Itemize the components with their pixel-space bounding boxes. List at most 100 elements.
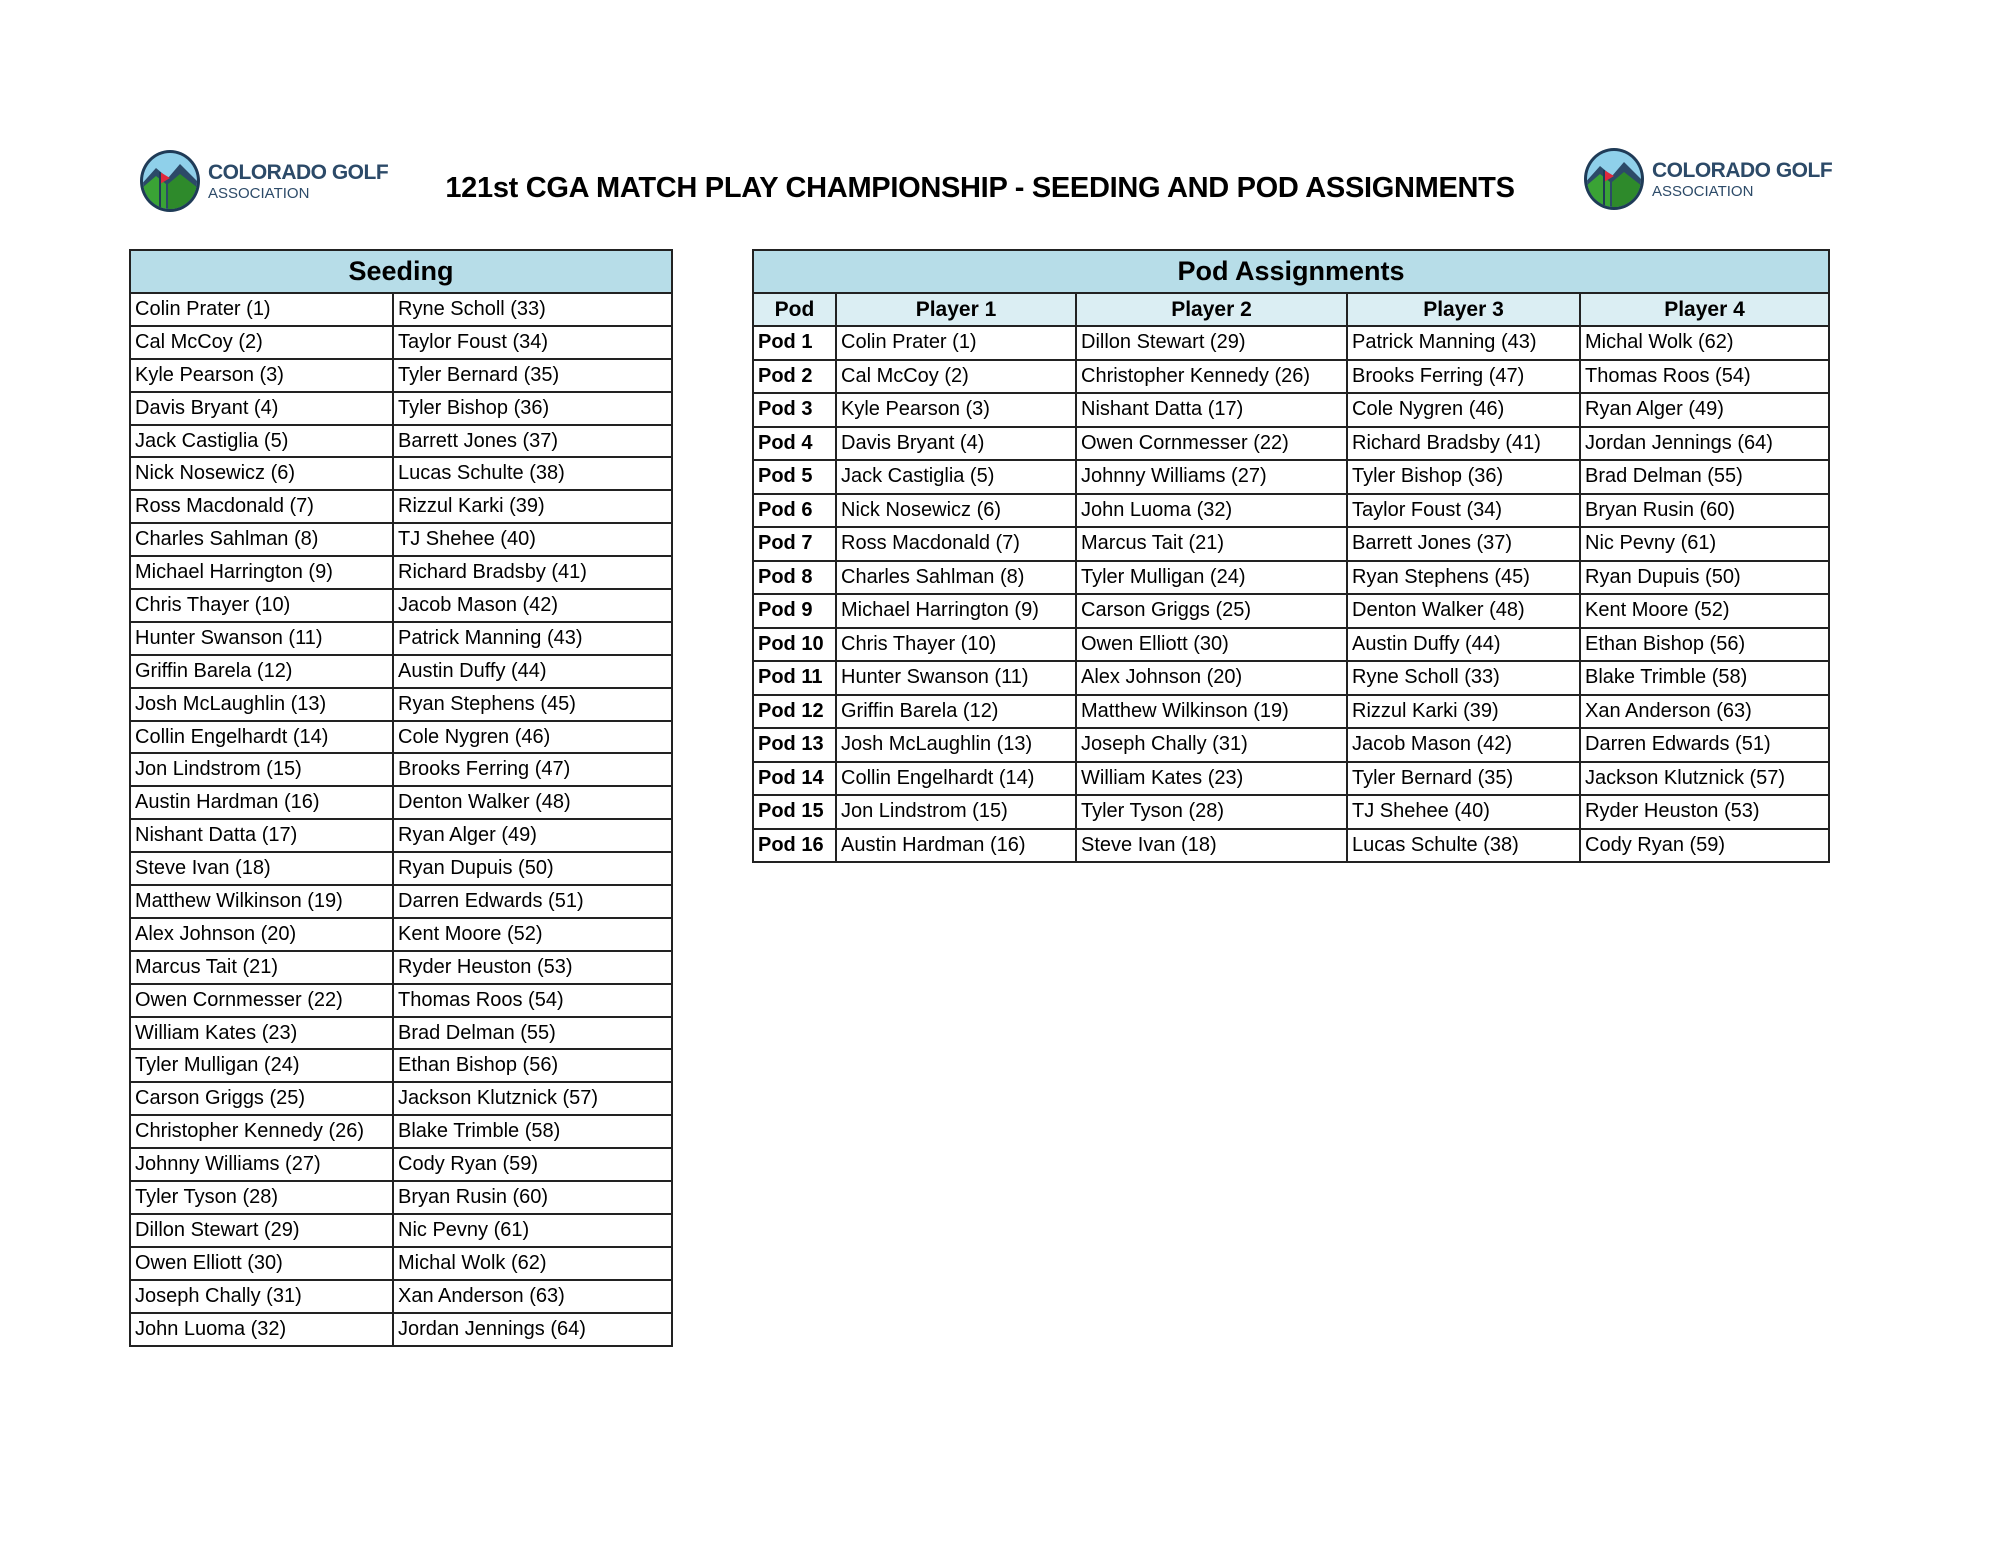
seed-bottom-half-cell: Rizzul Karki (39) (392, 489, 673, 525)
pod-player-cell: Blake Trimble (58) (1578, 660, 1831, 696)
column-header: Player 4 (1578, 292, 1831, 327)
seeding-row: Tyler Mulligan (24) Ethan Bishop (56) (129, 1048, 673, 1084)
pod-row: Pod 10 Chris Thayer (10) Owen Elliott (30)… (752, 626, 1831, 662)
pod-column-headers: Pod Player 1 Player 2 Player 3 Player 4 (752, 292, 1831, 327)
seed-top-half-cell: Joseph Chally (31) (129, 1278, 394, 1314)
page-title: 121st CGA MATCH PLAY CHAMPIONSHIP - SEED… (445, 172, 1515, 204)
logo-text-line2: ASSOCIATION (1652, 182, 1754, 200)
seeding-row: Ross Macdonald (7) Rizzul Karki (39) (129, 489, 673, 525)
pod-player-cell: Brad Delman (55) (1578, 459, 1831, 495)
seeding-row: Joseph Chally (31) Xan Anderson (63) (129, 1278, 673, 1314)
pod-player-cell: Taylor Foust (34) (1346, 492, 1581, 528)
pod-label: Pod 14 (752, 760, 837, 796)
column-header: Player 1 (835, 292, 1077, 327)
cga-logo-right: COLORADO GOLF ASSOCIATION (1582, 146, 1833, 212)
pod-player-cell: John Luoma (32) (1075, 492, 1348, 528)
seed-bottom-half-cell: Jacob Mason (42) (392, 588, 673, 623)
pod-player-cell: Matthew Wilkinson (19) (1075, 693, 1348, 729)
pod-player-cell: Ryne Scholl (33) (1346, 660, 1581, 696)
seed-top-half-cell: Michael Harrington (9) (129, 555, 394, 591)
seeding-row: Jon Lindstrom (15) Brooks Ferring (47) (129, 752, 673, 788)
seed-bottom-half-cell: Ryan Dupuis (50) (392, 851, 673, 887)
seeding-row: Nick Nosewicz (6) Lucas Schulte (38) (129, 456, 673, 492)
pod-label: Pod 7 (752, 526, 837, 562)
seed-top-half-cell: Hunter Swanson (11) (129, 620, 394, 656)
pod-player-cell: Tyler Bernard (35) (1346, 760, 1581, 796)
seed-bottom-half-cell: Jackson Klutznick (57) (392, 1081, 673, 1117)
seeding-row: Collin Engelhardt (14) Cole Nygren (46) (129, 719, 673, 755)
seed-top-half-cell: Colin Prater (1) (129, 292, 394, 327)
seed-bottom-half-cell: Ethan Bishop (56) (392, 1048, 673, 1084)
seed-bottom-half-cell: Xan Anderson (63) (392, 1278, 673, 1314)
seeding-row: Cal McCoy (2) Taylor Foust (34) (129, 324, 673, 360)
seed-top-half-cell: Steve Ivan (18) (129, 851, 394, 887)
seed-bottom-half-cell: Jordan Jennings (64) (392, 1311, 673, 1347)
pod-player-cell: Cole Nygren (46) (1346, 392, 1581, 428)
seed-bottom-half-cell: Barrett Jones (37) (392, 423, 673, 459)
pod-row: Pod 1 Colin Prater (1) Dillon Stewart (29)… (752, 325, 1831, 361)
pod-row: Pod 7 Ross Macdonald (7) Marcus Tait (21) B… (752, 526, 1831, 562)
seed-top-half-cell: Cal McCoy (2) (129, 324, 394, 360)
seed-top-half-cell: Collin Engelhardt (14) (129, 719, 394, 755)
seed-bottom-half-cell: Ryder Heuston (53) (392, 949, 673, 985)
seed-bottom-half-cell: Blake Trimble (58) (392, 1114, 673, 1150)
pod-player-cell: Joseph Chally (31) (1075, 727, 1348, 763)
seed-bottom-half-cell: Tyler Bernard (35) (392, 357, 673, 393)
pod-label: Pod 4 (752, 425, 837, 461)
seed-top-half-cell: Charles Sahlman (8) (129, 522, 394, 558)
pod-player-cell: Michal Wolk (62) (1578, 325, 1831, 361)
seed-top-half-cell: Tyler Tyson (28) (129, 1180, 394, 1215)
pod-player-cell: Patrick Manning (43) (1346, 325, 1581, 361)
pod-player-cell: Davis Bryant (4) (835, 425, 1077, 461)
pod-player-cell: Carson Griggs (25) (1075, 593, 1348, 629)
pod-label: Pod 6 (752, 492, 837, 528)
pod-player-cell: Darren Edwards (51) (1578, 727, 1831, 763)
seed-bottom-half-cell: Kent Moore (52) (392, 916, 673, 952)
pod-row: Pod 13 Josh McLaughlin (13) Joseph Chally … (752, 727, 1831, 763)
pod-player-cell: Michael Harrington (9) (835, 593, 1077, 629)
seed-bottom-half-cell: Patrick Manning (43) (392, 620, 673, 656)
seeding-row: Josh McLaughlin (13) Ryan Stephens (45) (129, 686, 673, 722)
pod-row: Pod 2 Cal McCoy (2) Christopher Kennedy (2… (752, 358, 1831, 394)
pod-player-cell: Ryan Dupuis (50) (1578, 559, 1831, 595)
logo-text-line1: COLORADO GOLF (208, 160, 389, 184)
seed-top-half-cell: Marcus Tait (21) (129, 949, 394, 985)
cga-logo-left: COLORADO GOLF ASSOCIATION (138, 148, 389, 214)
pod-player-cell: Dillon Stewart (29) (1075, 325, 1348, 361)
seed-bottom-half-cell: TJ Shehee (40) (392, 522, 673, 558)
pod-player-cell: Nick Nosewicz (6) (835, 492, 1077, 528)
pod-player-cell: Kyle Pearson (3) (835, 392, 1077, 428)
pod-player-cell: Johnny Williams (27) (1075, 459, 1348, 495)
pod-player-cell: Josh McLaughlin (13) (835, 727, 1077, 763)
pod-player-cell: Denton Walker (48) (1346, 593, 1581, 629)
seed-top-half-cell: Owen Elliott (30) (129, 1245, 394, 1281)
logo-text-line2: ASSOCIATION (208, 184, 310, 202)
seeding-row: Michael Harrington (9) Richard Bradsby (4… (129, 555, 673, 591)
seeding-row: Carson Griggs (25) Jackson Klutznick (57) (129, 1081, 673, 1117)
pod-player-cell: Austin Hardman (16) (835, 827, 1077, 863)
pod-assignments-table: Pod Assignments Pod Player 1 Player 2 Playe… (751, 249, 1831, 863)
seed-bottom-half-cell: Ryne Scholl (33) (392, 292, 673, 327)
pod-player-cell: Marcus Tait (21) (1075, 526, 1348, 562)
seeding-row: Owen Elliott (30) Michal Wolk (62) (129, 1245, 673, 1281)
pod-row: Pod 9 Michael Harrington (9) Carson Griggs… (752, 593, 1831, 629)
pod-assignments-title: Pod Assignments (751, 249, 1831, 294)
pod-player-cell: Nishant Datta (17) (1075, 392, 1348, 428)
seed-bottom-half-cell: Brad Delman (55) (392, 1015, 673, 1051)
seeding-row: Johnny Williams (27) Cody Ryan (59) (129, 1147, 673, 1183)
mountain-flag-logo-icon (140, 150, 200, 212)
seed-bottom-half-cell: Bryan Rusin (60) (392, 1180, 673, 1215)
pod-player-cell: Lucas Schulte (38) (1346, 827, 1581, 863)
pod-player-cell: Rizzul Karki (39) (1346, 693, 1581, 729)
pod-player-cell: Chris Thayer (10) (835, 626, 1077, 662)
pod-player-cell: Hunter Swanson (11) (835, 660, 1077, 696)
pod-player-cell: Jack Castiglia (5) (835, 459, 1077, 495)
pod-label: Pod 16 (752, 827, 837, 863)
seed-top-half-cell: Nick Nosewicz (6) (129, 456, 394, 492)
seed-bottom-half-cell: Lucas Schulte (38) (392, 456, 673, 492)
seed-bottom-half-cell: Cody Ryan (59) (392, 1147, 673, 1183)
pod-player-cell: Tyler Bishop (36) (1346, 459, 1581, 495)
seed-bottom-half-cell: Taylor Foust (34) (392, 324, 673, 360)
column-header: Player 2 (1075, 292, 1348, 327)
pod-row: Pod 3 Kyle Pearson (3) Nishant Datta (17) C… (752, 392, 1831, 428)
